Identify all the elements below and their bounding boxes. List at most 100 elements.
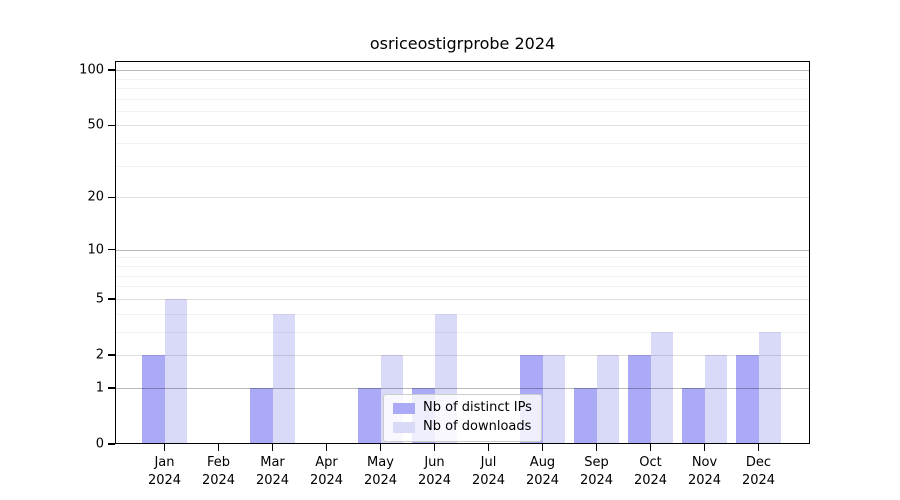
x-tick-month: Dec [745,455,772,470]
gridline [115,125,810,127]
x-tick-month: Mar [260,455,285,470]
gridline [115,70,810,72]
x-tick-mark [217,444,220,451]
legend-label-distinct-ips: Nb of distinct IPs [423,400,532,415]
bar-distinct-ips [358,387,381,444]
y-tick-label: 5 [95,291,104,307]
x-tick-mark [487,444,490,451]
bar-distinct-ips [250,387,273,444]
y-tick-label: 50 [87,117,104,133]
legend-swatch-distinct-ips [393,402,415,414]
gridline-minor [115,265,810,267]
x-tick-month: Jul [480,455,497,470]
x-tick-label: Nov 2024 [675,454,735,490]
gridline [115,249,810,251]
x-tick-label: Mar 2024 [243,454,303,490]
x-tick-mark [271,444,274,451]
bar-distinct-ips [736,354,759,444]
x-tick-year: 2024 [525,473,560,488]
gridline-minor [115,331,810,333]
x-tick-label: Dec 2024 [729,454,789,490]
y-tick-label: 0 [95,436,104,452]
x-tick-label: Jun 2024 [405,454,465,490]
x-tick-mark [541,444,544,451]
legend-swatch-downloads [393,421,415,433]
gridline [115,298,810,300]
bar-distinct-ips [628,354,651,444]
x-tick-year: 2024 [417,473,452,488]
x-tick-month: Apr [315,455,338,470]
x-tick-label: Jan 2024 [135,454,195,490]
x-tick-year: 2024 [741,473,776,488]
x-tick-mark [433,444,436,451]
x-tick-year: 2024 [633,473,668,488]
y-tick-mark [108,298,115,300]
x-tick-mark [757,444,760,451]
bar-distinct-ips [142,354,165,444]
x-tick-year: 2024 [201,473,236,488]
y-tick-label: 1 [95,380,104,396]
x-tick-year: 2024 [363,473,398,488]
legend: Nb of distinct IPs Nb of downloads [383,394,542,442]
x-tick-mark [379,444,382,451]
x-tick-month: Feb [206,455,231,470]
gridline-minor [115,165,810,167]
x-tick-mark [649,444,652,451]
legend-item-distinct-ips: Nb of distinct IPs [393,400,532,416]
y-tick-mark [108,443,115,445]
y-tick-label: 100 [79,62,104,78]
bar-distinct-ips [574,387,597,444]
chart-title: osriceostigrprobe 2024 [369,34,556,53]
x-tick-label: Jul 2024 [459,454,519,490]
y-tick-mark [108,196,115,199]
x-tick-month: Nov [691,455,718,470]
x-tick-year: 2024 [147,473,182,488]
x-tick-mark [325,444,328,451]
gridline-minor [115,313,810,315]
y-tick-mark [108,387,115,389]
x-tick-year: 2024 [579,473,614,488]
x-tick-month: Aug [529,455,556,470]
x-tick-month: Jun [424,455,445,470]
gridline-minor [115,87,810,89]
x-tick-month: Oct [639,455,662,470]
bar-downloads [164,298,187,444]
gridline-minor [115,257,810,259]
y-tick-label: 20 [87,189,104,205]
bar-downloads [758,331,781,444]
gridline-minor [115,98,810,100]
x-tick-mark [595,444,598,451]
gridline-minor [115,78,810,80]
gridline-minor [115,286,810,288]
x-tick-month: May [367,455,394,470]
bar-downloads [704,354,727,444]
y-tick-mark [108,69,115,71]
y-tick-label: 10 [87,242,104,258]
bar-downloads [272,313,295,444]
x-tick-mark [703,444,706,451]
x-tick-month: Sep [584,455,609,470]
x-tick-month: Jan [154,455,175,470]
bar-distinct-ips [682,387,705,444]
bar-downloads [650,331,673,444]
y-tick-mark [108,124,115,127]
gridline [115,387,810,389]
x-tick-year: 2024 [309,473,344,488]
y-tick-mark [108,249,115,251]
x-tick-label: Feb 2024 [189,454,249,490]
legend-item-downloads: Nb of downloads [393,419,532,435]
gridline [115,197,810,199]
x-tick-year: 2024 [255,473,290,488]
legend-label-downloads: Nb of downloads [423,419,532,434]
x-tick-label: Aug 2024 [513,454,573,490]
gridline [115,354,810,356]
gridline-minor [115,110,810,112]
y-tick-label: 2 [95,347,104,363]
x-tick-year: 2024 [687,473,722,488]
x-tick-label: Apr 2024 [297,454,357,490]
x-tick-year: 2024 [471,473,506,488]
bar-downloads [542,354,565,444]
x-tick-mark [163,444,166,451]
x-tick-label: May 2024 [351,454,411,490]
